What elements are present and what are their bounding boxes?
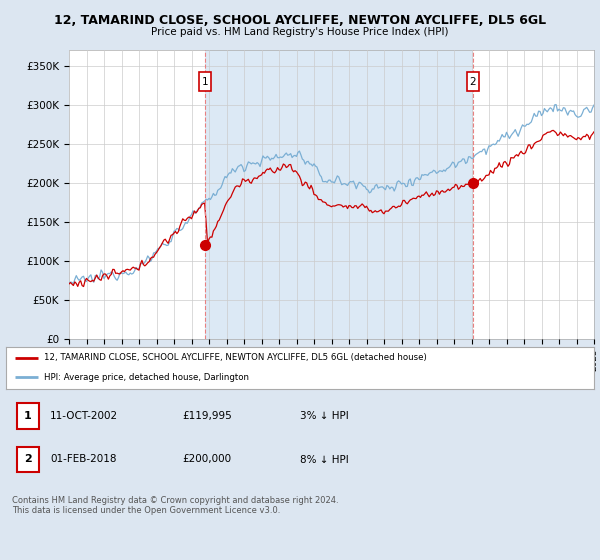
- Text: 12, TAMARIND CLOSE, SCHOOL AYCLIFFE, NEWTON AYCLIFFE, DL5 6GL: 12, TAMARIND CLOSE, SCHOOL AYCLIFFE, NEW…: [54, 14, 546, 27]
- Text: 01-FEB-2018: 01-FEB-2018: [50, 455, 116, 464]
- Text: £119,995: £119,995: [182, 411, 232, 421]
- Text: 2: 2: [470, 77, 476, 87]
- Bar: [17, 403, 39, 429]
- Text: Price paid vs. HM Land Registry's House Price Index (HPI): Price paid vs. HM Land Registry's House …: [151, 27, 449, 37]
- FancyBboxPatch shape: [199, 72, 211, 91]
- Text: 2: 2: [24, 455, 32, 464]
- Text: 11-OCT-2002: 11-OCT-2002: [50, 411, 118, 421]
- Text: £200,000: £200,000: [182, 455, 232, 464]
- Bar: [17, 446, 39, 473]
- Bar: [205, 50, 473, 339]
- Text: Contains HM Land Registry data © Crown copyright and database right 2024.
This d: Contains HM Land Registry data © Crown c…: [12, 496, 338, 515]
- Text: HPI: Average price, detached house, Darlington: HPI: Average price, detached house, Darl…: [44, 373, 249, 382]
- Text: 1: 1: [202, 77, 209, 87]
- FancyBboxPatch shape: [467, 72, 479, 91]
- Text: 12, TAMARIND CLOSE, SCHOOL AYCLIFFE, NEWTON AYCLIFFE, DL5 6GL (detached house): 12, TAMARIND CLOSE, SCHOOL AYCLIFFE, NEW…: [44, 353, 427, 362]
- Text: 1: 1: [24, 411, 32, 421]
- Text: 8% ↓ HPI: 8% ↓ HPI: [300, 455, 349, 464]
- Text: 3% ↓ HPI: 3% ↓ HPI: [300, 411, 349, 421]
